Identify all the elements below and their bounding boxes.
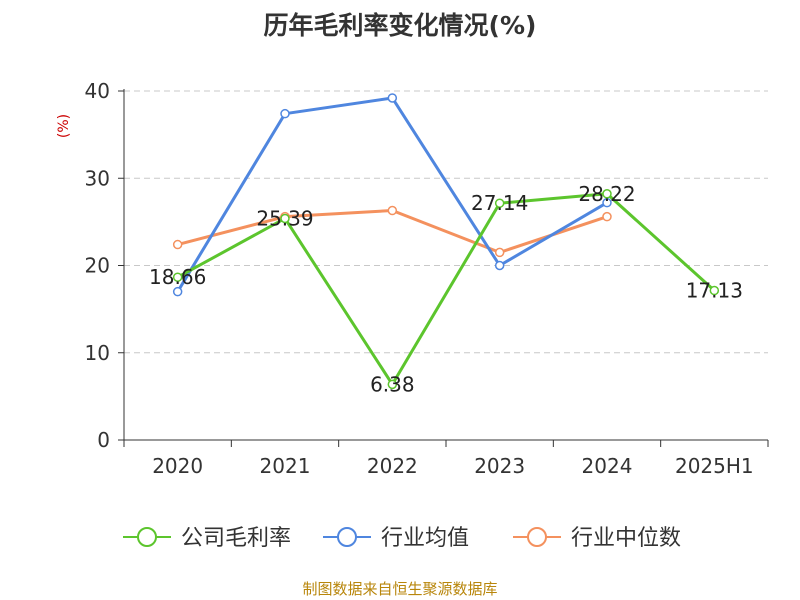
source-note: 制图数据来自恒生聚源数据库 <box>302 580 498 598</box>
data-point <box>494 260 505 271</box>
legend-marker <box>527 527 547 547</box>
data-label: 28.22 <box>578 182 635 206</box>
series-lines <box>172 93 720 390</box>
y-tick-label: 20 <box>85 254 110 278</box>
data-point <box>602 211 612 222</box>
x-tick-label: 2020 <box>152 454 203 478</box>
y-tick-label: 30 <box>85 166 110 190</box>
series-line <box>176 96 608 293</box>
legend-label: 公司毛利率 <box>181 526 291 551</box>
data-point <box>280 213 290 224</box>
data-point <box>709 285 720 296</box>
y-tick-label: 0 <box>97 428 110 452</box>
legend: 公司毛利率 行业均值 行业中位数 <box>123 526 681 551</box>
y-tick-label: 10 <box>85 341 110 365</box>
data-point <box>494 198 505 208</box>
data-point <box>494 247 505 258</box>
legend-label: 行业中位数 <box>571 526 681 551</box>
x-tick-label: 2022 <box>367 454 418 478</box>
data-point <box>387 205 398 216</box>
series-line <box>177 209 608 254</box>
legend-label: 行业均值 <box>381 526 469 551</box>
x-tick-label: 2025H1 <box>675 454 754 478</box>
x-tick-label: 2023 <box>474 454 525 478</box>
data-point <box>172 239 183 250</box>
data-label: 6.38 <box>370 372 415 396</box>
data-point <box>280 108 290 119</box>
data-point <box>172 286 183 297</box>
chart-title: 历年毛利率变化情况(%) <box>263 11 537 40</box>
data-label: 25.39 <box>256 206 313 230</box>
grid-lines <box>124 90 768 354</box>
data-label: 18.66 <box>149 265 206 289</box>
y-axis-label: (%) <box>56 114 72 138</box>
data-labels: 18.66 25.39 6.38 27.14 28.22 17.13 <box>149 182 743 397</box>
data-label: 17.13 <box>686 279 743 303</box>
axes: 0 10 20 30 40 2020 2021 2022 2023 2024 2025H1 <box>85 79 769 478</box>
y-tick-label: 40 <box>85 79 110 103</box>
x-tick-label: 2021 <box>260 454 311 478</box>
data-label: 27.14 <box>471 191 528 215</box>
series-line <box>176 192 716 386</box>
data-point <box>602 189 612 199</box>
data-point <box>602 197 612 208</box>
legend-marker <box>337 527 357 547</box>
data-point <box>172 272 183 282</box>
data-point <box>387 379 398 390</box>
x-tick-label: 2024 <box>582 454 633 478</box>
legend-marker <box>137 527 157 547</box>
data-point <box>387 93 398 103</box>
